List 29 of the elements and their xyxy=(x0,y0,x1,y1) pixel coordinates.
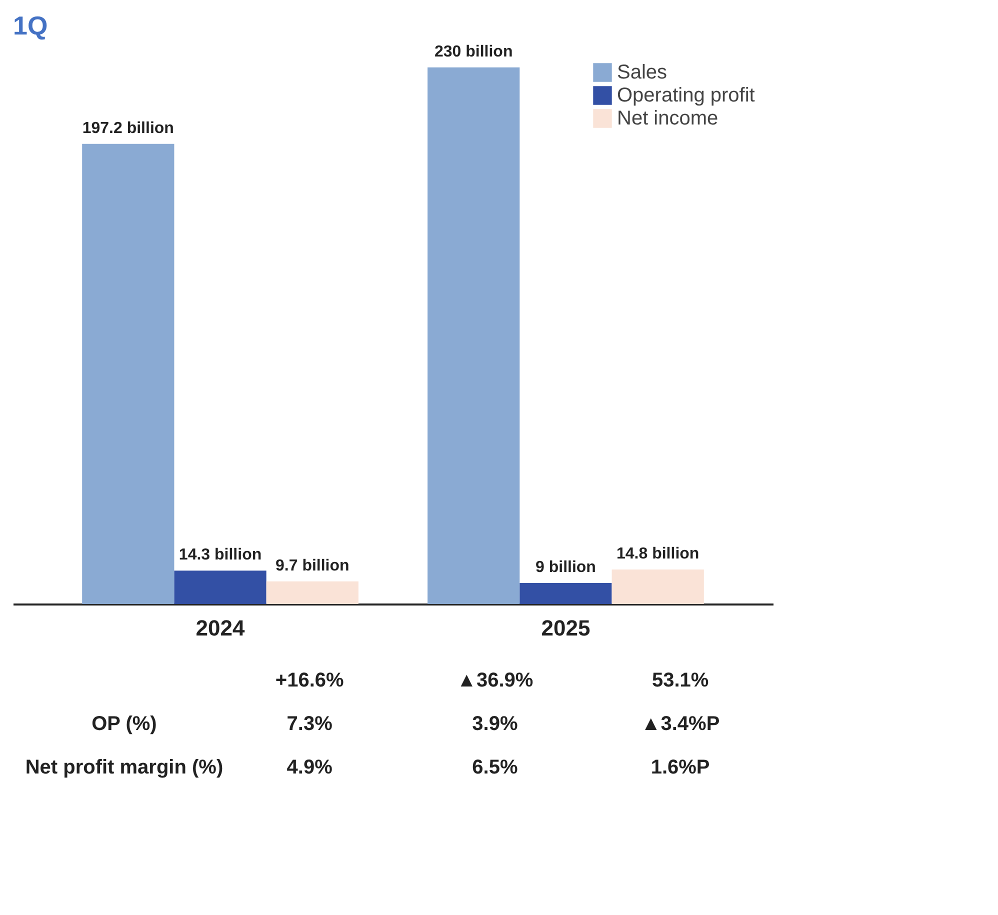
data-label: 9.7 billion xyxy=(275,557,350,574)
bar xyxy=(82,144,174,604)
text: 6.5% xyxy=(472,756,518,778)
data-label: 197.2 billion xyxy=(82,120,174,137)
chart-title: 1Q xyxy=(13,10,48,40)
text: 53.1% xyxy=(652,670,709,692)
data-label: 14.8 billion xyxy=(616,545,700,562)
legend-label: Net income xyxy=(617,108,718,130)
legend-label: Sales xyxy=(617,62,668,84)
bar xyxy=(520,583,612,604)
bar xyxy=(612,569,704,604)
data-label: 14.3 billion xyxy=(178,546,262,564)
data-label: 9 billion xyxy=(536,559,596,576)
text: 3.9% xyxy=(472,713,518,735)
text: Net profit margin (%) xyxy=(25,756,224,778)
x-tick-label: 2025 xyxy=(541,616,590,640)
bar xyxy=(174,570,266,604)
text: 7.3% xyxy=(286,713,333,735)
bar xyxy=(266,581,358,604)
x-tick-label: 2024 xyxy=(196,616,246,640)
text: +16.6% xyxy=(275,670,344,692)
text: ▲36.9% xyxy=(456,670,534,692)
text: ▲3.4%P xyxy=(640,713,720,735)
text: 1.6%P xyxy=(650,756,710,778)
bar xyxy=(428,67,520,604)
data-label: 230 billion xyxy=(434,43,513,60)
text: 4.9% xyxy=(286,756,333,778)
legend-label: Operating profit xyxy=(617,84,756,106)
text: OP (%) xyxy=(92,713,157,735)
